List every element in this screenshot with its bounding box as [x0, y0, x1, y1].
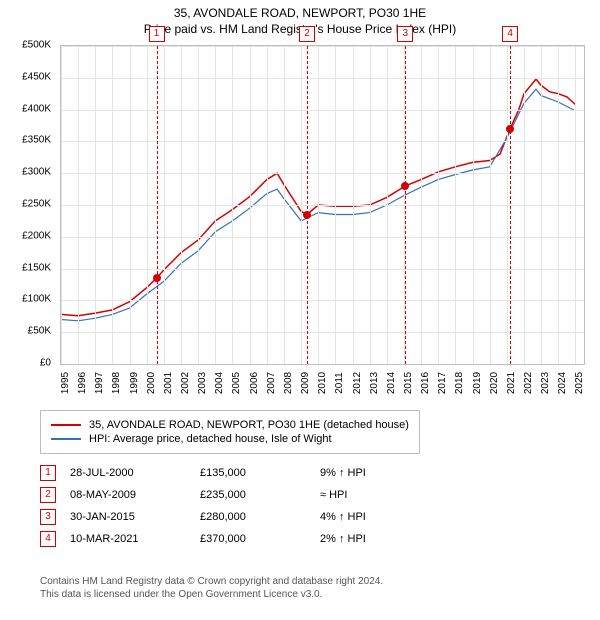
- sale-marker-line: [405, 46, 406, 364]
- x-tick-label: 2005: [231, 372, 242, 394]
- legend-item: 35, AVONDALE ROAD, NEWPORT, PO30 1HE (de…: [51, 419, 409, 431]
- y-tick-label: £450K: [22, 71, 51, 82]
- sale-record-marker: 2: [40, 487, 56, 503]
- title-line-1: 35, AVONDALE ROAD, NEWPORT, PO30 1HE: [0, 6, 600, 20]
- y-tick-label: £300K: [22, 167, 51, 178]
- x-tick-label: 2012: [352, 372, 363, 394]
- x-tick-label: 2018: [454, 372, 465, 394]
- sale-record-price: £135,000: [200, 467, 320, 479]
- x-tick-label: 2008: [283, 372, 294, 394]
- sale-record-delta: 4% ↑ HPI: [320, 511, 440, 523]
- x-tick-label: 2021: [506, 372, 517, 394]
- x-tick-label: 2015: [403, 372, 414, 394]
- legend-item: HPI: Average price, detached house, Isle…: [51, 433, 409, 445]
- legend-swatch: [51, 424, 81, 426]
- x-tick-label: 2016: [420, 372, 431, 394]
- x-tick-label: 2025: [574, 372, 585, 394]
- footer-line-2: This data is licensed under the Open Gov…: [40, 588, 560, 601]
- sale-record-date: 30-JAN-2015: [70, 511, 200, 523]
- x-tick-label: 2014: [386, 372, 397, 394]
- sale-marker-dot: [153, 274, 161, 282]
- sale-record-marker: 4: [40, 531, 56, 547]
- x-tick-label: 2006: [249, 372, 260, 394]
- y-tick-label: £50K: [28, 326, 51, 337]
- sale-marker-dot: [303, 211, 311, 219]
- y-tick-label: £200K: [22, 230, 51, 241]
- footer-line-1: Contains HM Land Registry data © Crown c…: [40, 575, 560, 588]
- x-tick-label: 2003: [197, 372, 208, 394]
- sale-record-row: 1 28-JUL-2000£135,0009% ↑ HPI: [40, 462, 560, 484]
- sale-record-row: 3 30-JAN-2015£280,0004% ↑ HPI: [40, 506, 560, 528]
- sale-marker-line: [307, 46, 308, 364]
- x-tick-label: 2001: [163, 372, 174, 394]
- x-tick-label: 1997: [94, 372, 105, 394]
- chart-area: £0 £50K £100K £150K £200K £250K £300K £350K £400…: [10, 45, 590, 405]
- sale-marker-box: 2: [299, 26, 315, 42]
- sale-record-delta: 9% ↑ HPI: [320, 467, 440, 479]
- sale-record-marker: 1: [40, 465, 56, 481]
- y-tick-label: £0: [40, 358, 51, 369]
- sale-record-row: 2 08-MAY-2009£235,000≈ HPI: [40, 484, 560, 506]
- attribution-footer: Contains HM Land Registry data © Crown c…: [40, 575, 560, 601]
- sale-record-price: £370,000: [200, 533, 320, 545]
- legend-swatch: [51, 438, 81, 440]
- x-tick-label: 2004: [214, 372, 225, 394]
- y-tick-label: £100K: [22, 294, 51, 305]
- sale-record-delta: 2% ↑ HPI: [320, 533, 440, 545]
- x-tick-label: 2020: [489, 372, 500, 394]
- sale-record-date: 28-JUL-2000: [70, 467, 200, 479]
- x-tick-label: 1999: [129, 372, 140, 394]
- x-tick-label: 2007: [266, 372, 277, 394]
- sale-record-date: 08-MAY-2009: [70, 489, 200, 501]
- sale-marker-line: [510, 46, 511, 364]
- sale-marker-dot: [401, 182, 409, 190]
- x-tick-label: 1995: [60, 372, 71, 394]
- sale-record-row: 4 10-MAR-2021£370,0002% ↑ HPI: [40, 528, 560, 550]
- chart-container: 35, AVONDALE ROAD, NEWPORT, PO30 1HE Pri…: [0, 0, 600, 620]
- x-tick-label: 1998: [111, 372, 122, 394]
- legend-label: 35, AVONDALE ROAD, NEWPORT, PO30 1HE (de…: [89, 419, 409, 431]
- y-tick-label: £150K: [22, 262, 51, 273]
- y-tick-label: £350K: [22, 135, 51, 146]
- x-tick-label: 2002: [180, 372, 191, 394]
- x-tick-label: 2010: [317, 372, 328, 394]
- x-tick-label: 2024: [557, 372, 568, 394]
- x-tick-label: 2017: [437, 372, 448, 394]
- x-tick-label: 2013: [369, 372, 380, 394]
- plot-area: 1234: [60, 45, 585, 365]
- x-axis-labels: 1995 1996 1997 1998 1999 2000 2001 2002 2003 2004…: [60, 367, 585, 407]
- sale-marker-box: 3: [397, 26, 413, 42]
- y-axis-labels: £0£50K£100K£150K£200K£250K£300K£350K£400…: [10, 45, 55, 365]
- sale-marker-dot: [506, 125, 514, 133]
- sale-marker-box: 1: [149, 26, 165, 42]
- sale-record-delta: ≈ HPI: [320, 489, 440, 501]
- legend: 35, AVONDALE ROAD, NEWPORT, PO30 1HE (de…: [40, 410, 420, 454]
- sale-record-date: 10-MAR-2021: [70, 533, 200, 545]
- x-tick-label: 1996: [77, 372, 88, 394]
- sale-records-table: 1 28-JUL-2000£135,0009% ↑ HPI 2 08-MAY-2009…: [40, 462, 560, 550]
- sale-record-marker: 3: [40, 509, 56, 525]
- sale-marker-line: [157, 46, 158, 364]
- x-tick-label: 2000: [146, 372, 157, 394]
- sale-record-price: £235,000: [200, 489, 320, 501]
- x-tick-label: 2022: [523, 372, 534, 394]
- y-tick-label: £400K: [22, 103, 51, 114]
- legend-label: HPI: Average price, detached house, Isle…: [89, 433, 332, 445]
- sale-record-price: £280,000: [200, 511, 320, 523]
- x-tick-label: 2023: [540, 372, 551, 394]
- x-tick-label: 2019: [472, 372, 483, 394]
- y-tick-label: £500K: [22, 40, 51, 51]
- x-tick-label: 2009: [300, 372, 311, 394]
- x-tick-label: 2011: [334, 372, 345, 394]
- sale-marker-box: 4: [502, 26, 518, 42]
- y-tick-label: £250K: [22, 199, 51, 210]
